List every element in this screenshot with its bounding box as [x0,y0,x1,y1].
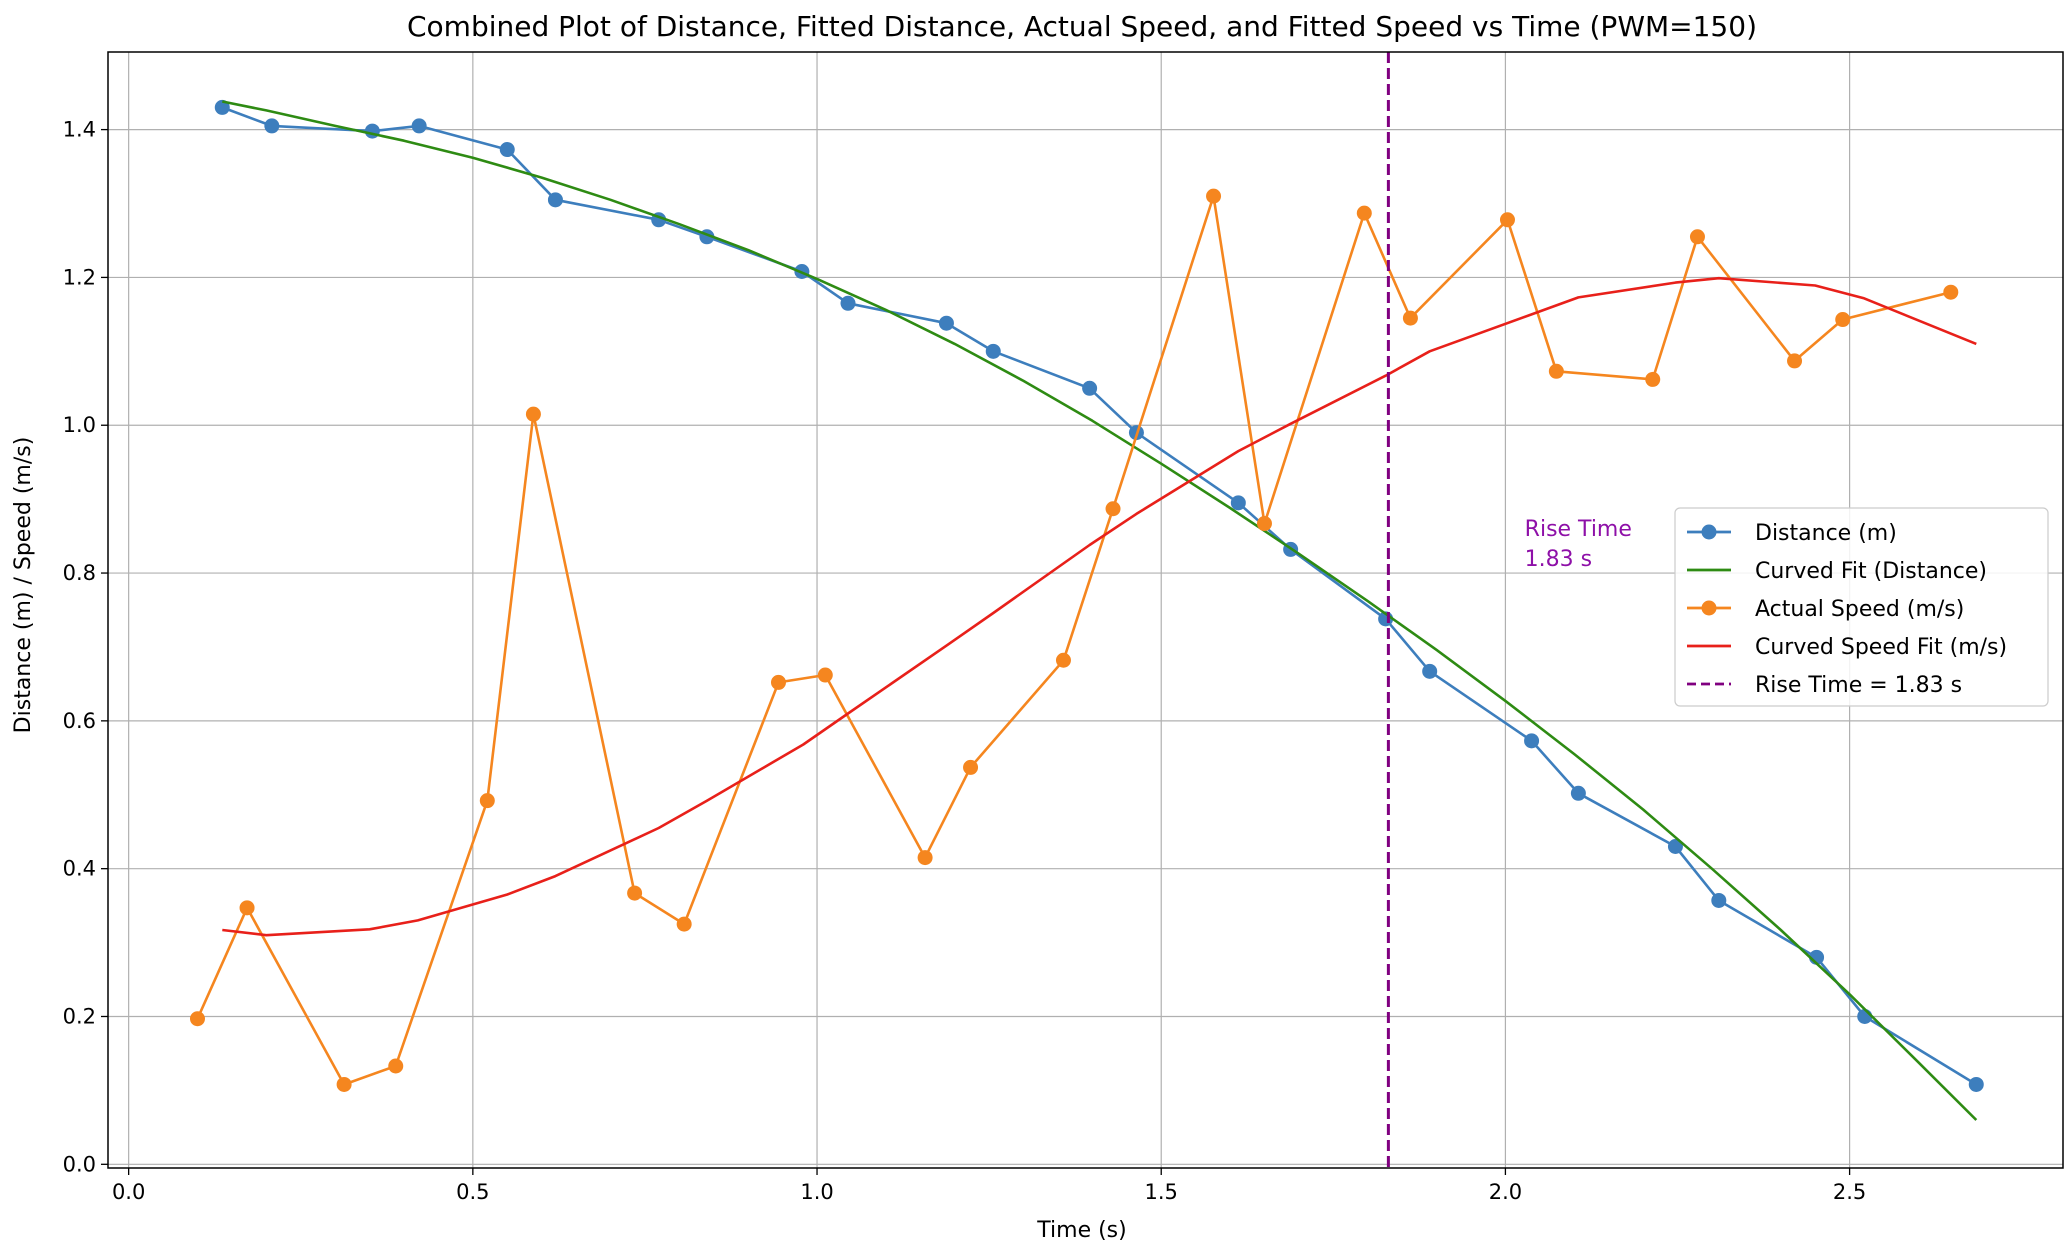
y-tick-label: 0.6 [63,709,96,733]
y-axis-label: Distance (m) / Speed (m/s) [11,437,36,734]
legend-item-curved-fit-distance: Curved Fit (Distance) [1687,559,1987,584]
data-point [1645,371,1661,387]
data-point [770,674,786,690]
x-axis-label: Time (s) [1036,1218,1126,1243]
x-tick-label: 1.0 [800,1180,833,1204]
legend-label: Distance (m) [1755,521,1897,546]
legend-label: Curved Speed Fit (m/s) [1755,635,2007,660]
data-point [388,1058,404,1074]
rise-time-annotation-line-2: 1.83 s [1525,547,1592,572]
y-tick-label: 1.2 [63,265,96,289]
data-point [676,916,692,932]
series-line [222,276,1977,937]
axis-ticks: 0.0 0.5 1.0 1.5 2.0 2.5 0.0 0.2 0.4 0.6 0.8 1.0 1.2 1… [63,118,1867,1204]
data-point [1835,312,1851,328]
rise-time-annotation: Rise Time 1.83 s [1525,517,1632,572]
series-curved-fit-distance [222,100,1978,1121]
legend-item-rise-time-1-83-s: Rise Time = 1.83 s [1687,673,1962,698]
data-point [189,1011,205,1027]
data-point [336,1076,352,1092]
legend-item-curved-speed-fit-m-s: Curved Speed Fit (m/s) [1687,635,2007,660]
y-tick-label: 0.4 [63,857,96,881]
data-point [938,315,954,331]
data-point [1548,363,1564,379]
series-actual-speed-m-s [189,188,1959,1092]
legend: Distance (m) Curved Fit (Distance) Actual … [1674,507,2049,707]
y-tick-label: 1.4 [63,118,96,142]
y-tick-label: 0.2 [63,1004,96,1028]
legend-swatch-marker [1701,524,1717,540]
data-point [214,99,230,115]
data-point [1499,212,1515,228]
data-point [1524,733,1540,749]
y-tick-label: 0.8 [63,561,96,585]
legend-item-actual-speed-m-s: Actual Speed (m/s) [1687,597,1964,622]
data-point [1356,205,1372,221]
data-point [547,192,563,208]
data-point [1230,495,1246,511]
data-point [1968,1076,1984,1092]
data-point [1711,892,1727,908]
data-point [627,885,643,901]
legend-label: Actual Speed (m/s) [1755,597,1964,622]
x-tick-label: 1.5 [1145,1180,1178,1204]
series-layer [189,52,1984,1168]
data-point [963,759,979,775]
data-point [1667,839,1683,855]
data-point [1082,380,1098,396]
x-tick-label: 0.0 [112,1180,145,1204]
data-point [817,667,833,683]
data-point [499,142,515,158]
data-point [1206,188,1222,204]
data-point [985,343,1001,359]
legend-item-distance-m: Distance (m) [1687,521,1897,546]
data-point [1055,652,1071,668]
rise-time-annotation-line-1: Rise Time [1525,517,1632,542]
legend-swatch-marker [1701,600,1717,616]
data-point [840,295,856,311]
data-point [1402,310,1418,326]
data-point [1857,1008,1873,1024]
plot-frame [107,51,2064,1169]
data-point [264,118,280,134]
data-point [479,793,495,809]
chart-title: Combined Plot of Distance, Fitted Distan… [407,10,1757,43]
x-tick-label: 2.5 [1833,1180,1866,1204]
legend-label: Curved Fit (Distance) [1755,559,1987,584]
data-point [1943,284,1959,300]
data-point [917,850,933,866]
x-tick-label: 2.0 [1489,1180,1522,1204]
legend-label: Rise Time = 1.83 s [1755,673,1962,698]
y-tick-label: 0.0 [63,1152,96,1176]
data-point [239,900,255,916]
data-point [411,118,427,134]
series-line [222,100,1978,1121]
data-point [1256,516,1272,532]
data-point [1422,663,1438,679]
x-tick-label: 0.5 [456,1180,489,1204]
data-point [1570,785,1586,801]
series-distance-m [214,99,1984,1092]
data-point [1787,353,1803,369]
data-point [1105,501,1121,517]
series-curved-speed-fit-m-s [222,276,1977,937]
legend-frame [1674,507,2049,707]
data-point [525,406,541,422]
y-tick-label: 1.0 [63,413,96,437]
data-point [1689,229,1705,245]
